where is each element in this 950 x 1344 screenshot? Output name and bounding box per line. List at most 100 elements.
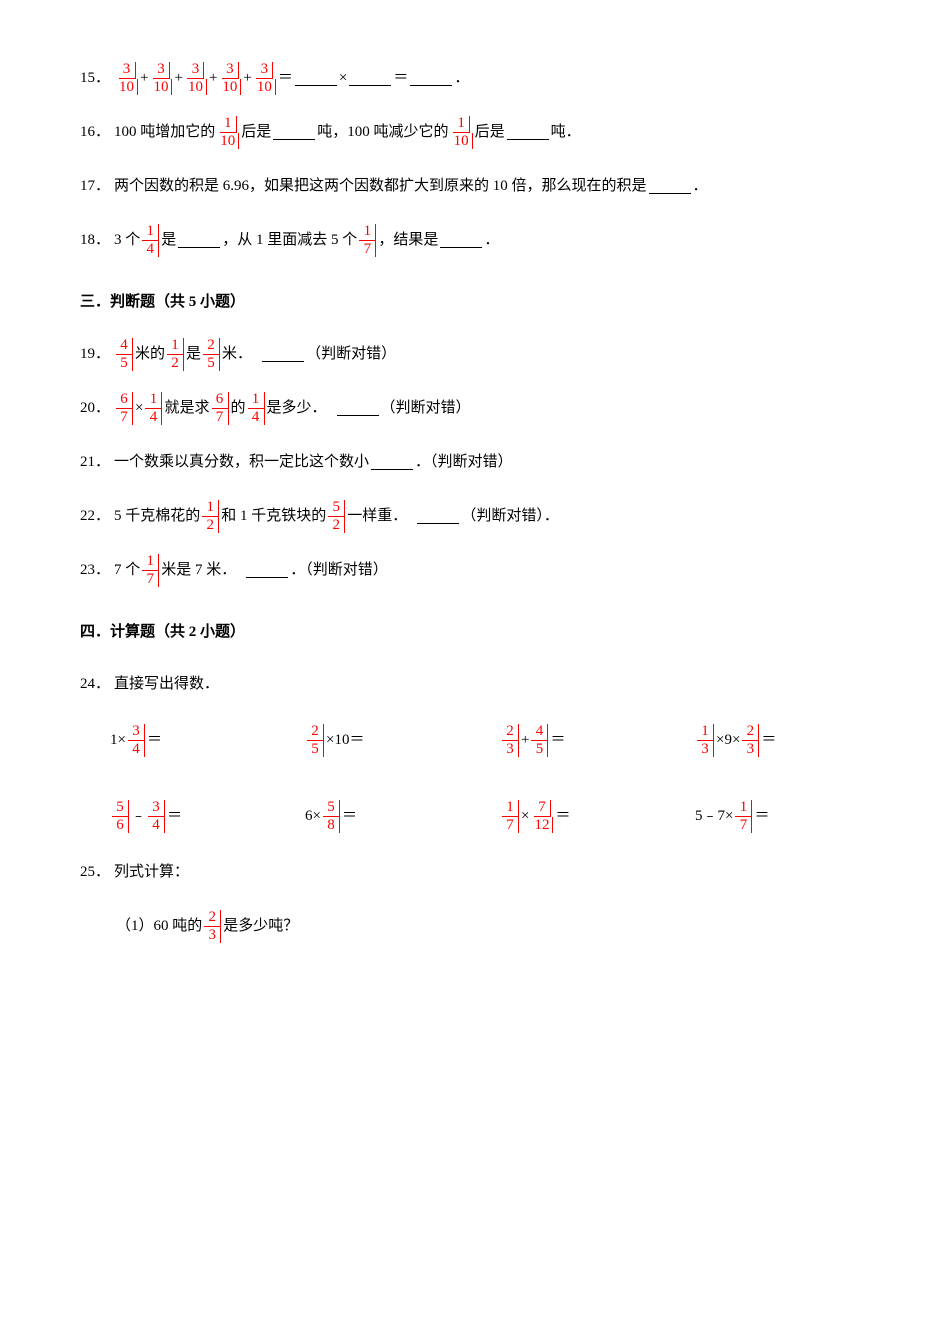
plus: +: [174, 60, 182, 96]
text: 是多少．: [267, 390, 327, 426]
q21-num: 21．: [80, 444, 110, 480]
q24-num: 24．: [80, 666, 110, 702]
text: 后是: [475, 114, 505, 150]
period: ．: [454, 60, 469, 96]
question-17: 17． 两个因数的积是 6.96，如果把这两个因数都扩大到原来的 10 倍，那么…: [80, 168, 880, 204]
blank: [349, 70, 391, 86]
question-15: 15． 310 + 310 + 310 + 310 + 310 ＝ × ＝ ．: [80, 60, 880, 96]
calc-cell: 1×34＝: [110, 722, 295, 758]
text: 一个数乘以真分数，积一定比这个数小: [114, 444, 369, 480]
plus: +: [209, 60, 217, 96]
text: 一样重．: [347, 498, 407, 534]
fraction: 45: [116, 338, 133, 371]
section-4-heading: 四．计算题（共 2 小题）: [80, 614, 880, 650]
calc-text: ＝: [761, 722, 776, 758]
calc-text: ＝: [555, 798, 570, 834]
fraction: 45: [531, 724, 548, 757]
text: 7 个: [114, 552, 140, 588]
calc-text: ﹣: [131, 798, 146, 834]
blank: [178, 232, 220, 248]
fraction: 17: [142, 554, 159, 587]
question-23: 23． 7 个 17 米是 7 米． ．（判断对错）: [80, 552, 880, 588]
plus: +: [243, 60, 251, 96]
question-21: 21． 一个数乘以真分数，积一定比这个数小 ．（判断对错）: [80, 444, 880, 480]
text: ，从 1 里面减去 5 个: [222, 222, 357, 258]
fraction: 56: [112, 800, 129, 833]
text: 两个因数的积是 6.96，如果把这两个因数都扩大到原来的 10 倍，那么现在的积…: [114, 168, 647, 204]
question-22: 22． 5 千克棉花的 12 和 1 千克铁块的 52 一样重． （判断对错）．: [80, 498, 880, 534]
text: 的: [231, 390, 246, 426]
q19-num: 19．: [80, 336, 110, 372]
question-20: 20． 67 × 14 就是求 67 的 14 是多少． （判断对错）: [80, 390, 880, 426]
text: 是: [186, 336, 201, 372]
text: ．（判断对错）: [415, 444, 513, 480]
fraction: 110: [217, 116, 239, 149]
fraction: 17: [502, 800, 519, 833]
plus: +: [140, 60, 148, 96]
calc-cell: 13×9×23＝: [695, 722, 880, 758]
text: ．: [484, 222, 499, 258]
q18-num: 18．: [80, 222, 110, 258]
calc-text: 5﹣7×: [695, 798, 733, 834]
calc-cell: 25×10＝: [305, 722, 490, 758]
text: 米．: [222, 336, 252, 372]
fraction: 310: [185, 62, 207, 95]
calc-cell: 17×712＝: [500, 798, 685, 834]
blank: [371, 454, 413, 470]
calc-text: ×10＝: [326, 722, 364, 758]
fraction: 17: [359, 224, 376, 257]
q23-num: 23．: [80, 552, 110, 588]
section-3-heading: 三．判断题（共 5 小题）: [80, 284, 880, 320]
fraction: 23: [502, 724, 519, 757]
calc-text: ＝: [342, 798, 357, 834]
text: （判断对错）．: [461, 498, 559, 534]
fraction: 14: [145, 392, 162, 425]
calc-text: ＝: [550, 722, 565, 758]
calc-cell: 6×58＝: [305, 798, 490, 834]
fraction: 12: [202, 500, 219, 533]
calc-text: ＝: [147, 722, 162, 758]
text: ．: [693, 168, 708, 204]
question-24: 24． 直接写出得数． 1×34＝25×10＝23+45＝13×9×23＝56﹣…: [80, 666, 880, 834]
fraction: 34: [128, 724, 145, 757]
text: 后是: [241, 114, 271, 150]
calc-text: ×: [521, 798, 529, 834]
question-19: 19． 45 米的 12 是 25 米． （判断对错）: [80, 336, 880, 372]
blank: [649, 178, 691, 194]
text: 是: [161, 222, 176, 258]
fraction: 310: [254, 62, 276, 95]
text: 100 吨增加它的: [114, 114, 215, 150]
blank: [295, 70, 337, 86]
calc-text: ＝: [167, 798, 182, 834]
q25-num: 25．: [80, 854, 110, 890]
text: 吨．: [551, 114, 581, 150]
blank: [410, 70, 452, 86]
text: 直接写出得数．: [114, 666, 219, 702]
blank: [440, 232, 482, 248]
text: 和 1 千克铁块的: [221, 498, 326, 534]
fraction: 14: [248, 392, 265, 425]
q25-sub1: （1）60 吨的 23 是多少吨？: [116, 908, 880, 944]
text: 是多少吨？: [223, 908, 298, 944]
blank: [337, 400, 379, 416]
text: （1）60 吨的: [116, 908, 202, 944]
fraction: 310: [150, 62, 172, 95]
question-18: 18． 3 个 14 是 ，从 1 里面减去 5 个 17 ，结果是 ．: [80, 222, 880, 258]
text: 3 个: [114, 222, 140, 258]
blank: [417, 508, 459, 524]
fraction: 17: [735, 800, 752, 833]
fraction: 13: [697, 724, 714, 757]
q17-num: 17．: [80, 168, 110, 204]
fraction: 110: [451, 116, 473, 149]
text: 就是求: [164, 390, 209, 426]
fraction: 23: [204, 910, 221, 943]
fraction: 34: [148, 800, 165, 833]
fraction: 25: [203, 338, 220, 371]
text: ，结果是: [378, 222, 438, 258]
text: （判断对错）: [381, 390, 471, 426]
fraction: 14: [142, 224, 159, 257]
fraction: 67: [116, 392, 133, 425]
fraction: 310: [219, 62, 241, 95]
q15-num: 15．: [80, 60, 110, 96]
calc-text: ＝: [754, 798, 769, 834]
